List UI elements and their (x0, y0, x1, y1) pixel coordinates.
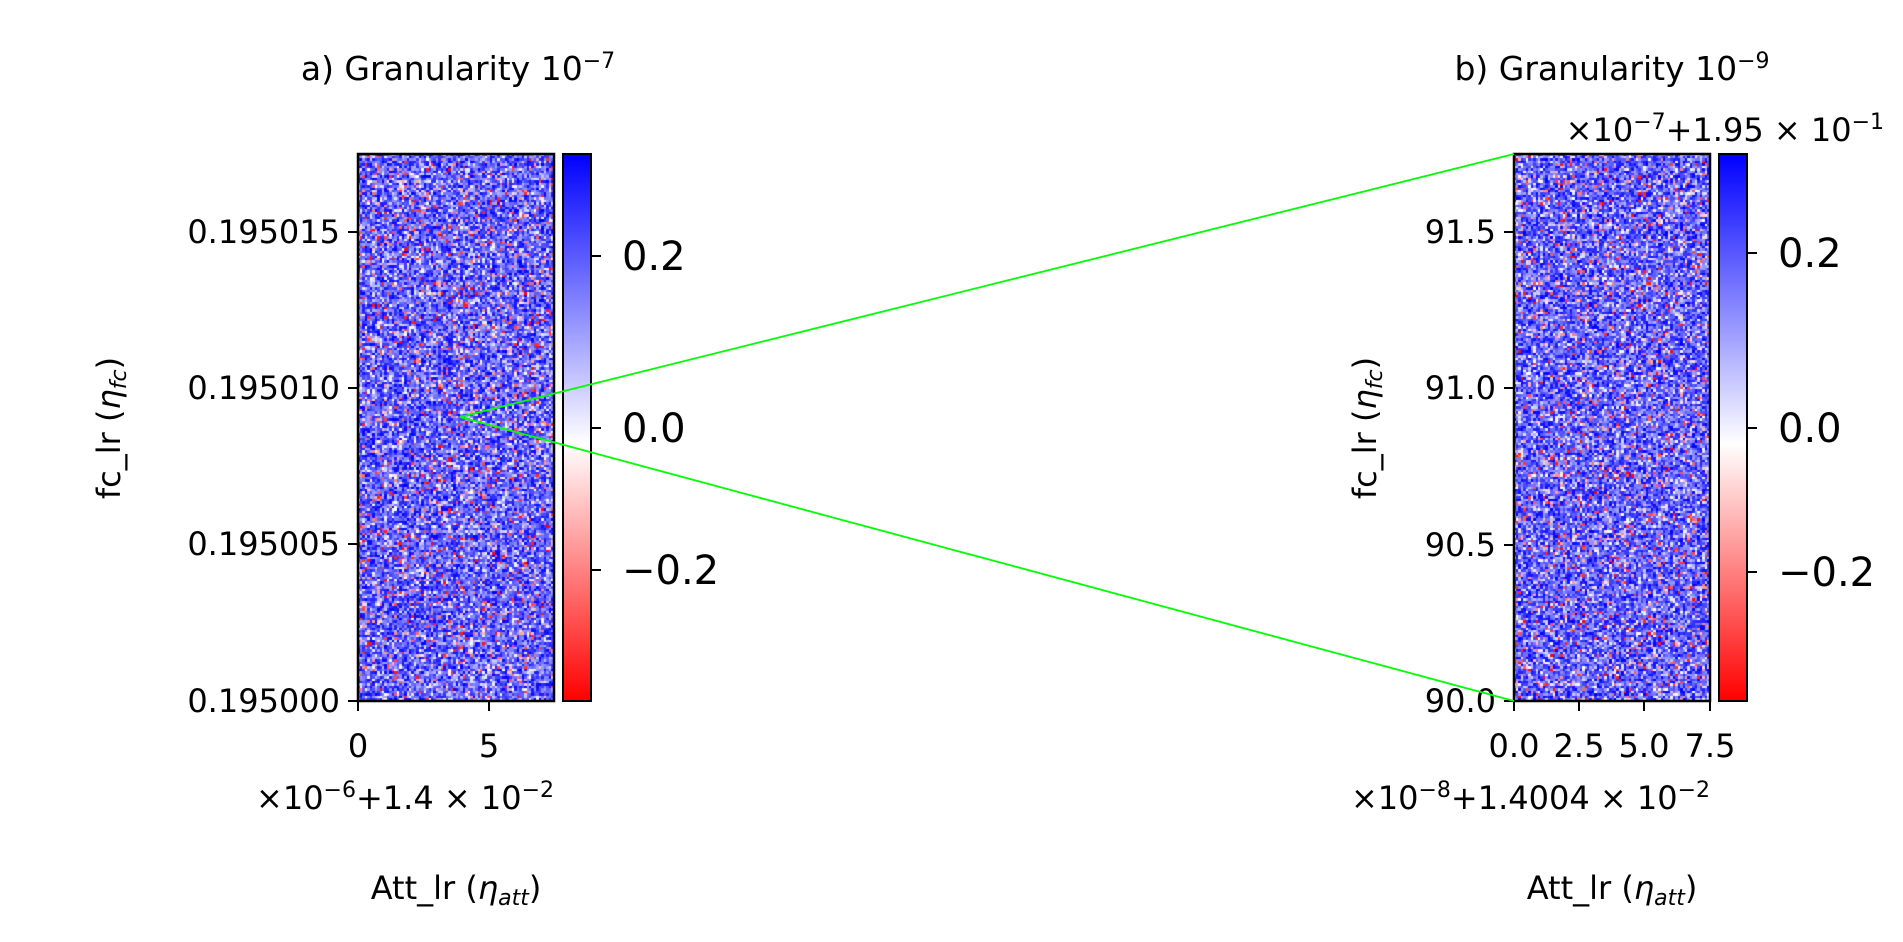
panel-a: a) Granularity 10−7 0.195000 0.195005 0.… (90, 49, 719, 911)
y-tick-label-b: 90.5 (1425, 526, 1496, 564)
x-axis-a: 0 5 ×10−6+1.4 × 10−2 (256, 701, 554, 817)
colorbar-b: 0.2 0.0 −0.2 (1718, 153, 1875, 702)
colorbar-tick-label-a: −0.2 (622, 548, 719, 594)
colorbar-gradient-a (562, 153, 592, 702)
heatmap-cells-a (358, 154, 554, 701)
y-tick-label-b: 91.5 (1425, 213, 1496, 251)
plot-frame-b (1512, 152, 1712, 703)
x-offset-label-b: ×10−8+1.4004 × 10−2 (1351, 778, 1710, 817)
y-axis-label-b: fc_lr (ηfc) (1346, 357, 1388, 499)
x-tick-label-b: 2.5 (1554, 727, 1605, 765)
colorbar-tick-label-b: −0.2 (1778, 550, 1875, 596)
colorbar-tick-label-a: 0.2 (622, 234, 686, 280)
x-axis-b: 0.0 2.5 5.0 7.5 ×10−8+1.4004 × 10−2 (1351, 701, 1736, 817)
plot-frame-a (356, 152, 556, 703)
colorbar-tick-label-b: 0.0 (1778, 406, 1842, 452)
y-tick-label-a: 0.195010 (187, 369, 340, 407)
zoom-line-bottom (459, 416, 1515, 702)
x-axis-label-b: Att_lr (ηatt) (1527, 869, 1698, 911)
y-tick-label-b: 90.0 (1425, 682, 1496, 720)
panel-a-heatmap (356, 152, 556, 703)
x-tick-label-b: 7.5 (1685, 727, 1736, 765)
panel-a-title: a) Granularity 10−7 (301, 49, 615, 88)
y-axis-b: 90.0 90.5 91.0 91.5 (1425, 213, 1514, 720)
panel-b-title: b) Granularity 10−9 (1454, 49, 1769, 88)
x-tick-label-a: 5 (479, 727, 499, 765)
colorbar-a: 0.2 0.0 −0.2 (562, 153, 719, 702)
x-tick-label-a: 0 (348, 727, 368, 765)
y-tick-label-b: 91.0 (1425, 369, 1496, 407)
zoom-line-top (459, 153, 1515, 418)
x-tick-label-b: 0.0 (1489, 727, 1540, 765)
colorbar-gradient-b (1718, 153, 1748, 702)
y-tick-label-a: 0.195015 (187, 213, 340, 251)
y-axis-a: 0.195000 0.195005 0.195010 0.195015 (187, 213, 358, 720)
colorbar-tick-label-a: 0.0 (622, 406, 686, 452)
x-offset-label-a: ×10−6+1.4 × 10−2 (256, 778, 554, 817)
y-axis-label-a: fc_lr (ηfc) (90, 357, 132, 499)
panel-b-heatmap (1512, 152, 1712, 703)
zoom-connector (459, 153, 1515, 702)
y-tick-label-a: 0.195005 (187, 525, 340, 563)
x-tick-label-b: 5.0 (1619, 727, 1670, 765)
y-offset-label-b: ×10−7+1.95 × 10−1 (1566, 110, 1884, 149)
x-axis-label-a: Att_lr (ηatt) (371, 869, 542, 911)
y-tick-label-a: 0.195000 (187, 682, 340, 720)
panel-b: b) Granularity 10−9 ×10−7+1.95 × 10−1 90… (1346, 49, 1884, 911)
colorbar-tick-label-b: 0.2 (1778, 231, 1842, 277)
heatmap-cells-b (1514, 154, 1710, 701)
